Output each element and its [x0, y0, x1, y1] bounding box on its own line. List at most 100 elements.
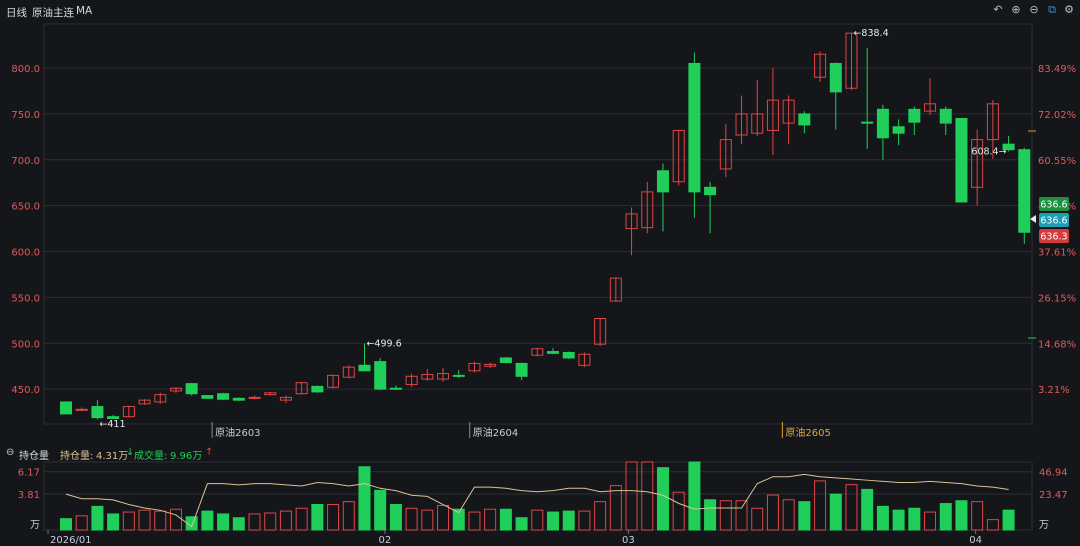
x-axis-label: 04: [969, 535, 982, 546]
volume-bar-down: [217, 513, 230, 531]
candle-up: [594, 317, 607, 345]
pct-tick-label: 3.21%: [1038, 385, 1070, 396]
volume-chart[interactable]: 6.17 46.94 3.81 23.47 万 万 2026/01 02 03 04: [0, 461, 1080, 546]
candle-up: [845, 32, 858, 89]
volume-unit-label: 万: [30, 520, 40, 531]
candle-up: [924, 103, 937, 112]
volume-bar-up: [169, 508, 182, 531]
volume-bar-up: [248, 513, 261, 531]
volume-bar-down: [955, 500, 968, 531]
candle-up: [122, 406, 135, 418]
volume-bar-down: [311, 504, 324, 531]
volume-bar-up: [594, 501, 607, 531]
pct-tick-label: 83.49%: [1038, 64, 1076, 75]
volume-bar-down: [939, 503, 952, 531]
collapse-icon[interactable]: ⊖: [6, 447, 15, 458]
candle-down: [547, 351, 559, 354]
undo-icon[interactable]: ↶: [993, 3, 1003, 16]
candle-down: [798, 113, 811, 126]
volume-bar-up: [924, 511, 937, 531]
candlestick-chart[interactable]: 450.0 3.21% 500.0 14.68% 550.0 26.15% 600.0 37.…: [0, 0, 1080, 446]
instrument-label[interactable]: 原油主连: [32, 7, 74, 19]
candle-down: [908, 108, 921, 123]
candle-down: [374, 361, 387, 390]
y-tick-label: 550.0: [11, 293, 40, 304]
period-label[interactable]: 日线: [6, 7, 27, 19]
candle-up: [421, 373, 434, 380]
zoom-out-icon[interactable]: ⊖: [1029, 3, 1039, 16]
candle-up: [264, 392, 277, 396]
plot-frame: [43, 23, 1033, 425]
candle-down: [955, 117, 968, 203]
volume-bar-up: [845, 484, 858, 531]
candle-down: [515, 362, 528, 377]
volume-bar-up: [531, 509, 544, 531]
volume-y-tick: 6.17: [18, 468, 40, 479]
candle-down: [452, 374, 465, 377]
x-axis-label: 2026/01: [50, 535, 92, 546]
pct-tick-label: 37.61%: [1038, 248, 1076, 259]
candle-up: [641, 191, 654, 229]
recent-low-label: 608.4→: [971, 147, 1006, 158]
volume-bar-up: [295, 507, 308, 531]
candle-up: [484, 363, 497, 367]
volume-bar-up: [609, 485, 622, 531]
volume-bar-down: [389, 504, 402, 531]
volume-bar-down: [185, 516, 198, 531]
volume-bar-up: [342, 501, 355, 531]
candle-down: [201, 395, 214, 399]
candle-down: [107, 416, 120, 419]
zoom-in-icon[interactable]: ⊕: [1011, 3, 1021, 16]
candle-up: [154, 394, 167, 403]
volume-bar-up: [672, 491, 685, 531]
candle-up: [327, 374, 340, 388]
panel-toggle-label[interactable]: 持仓量: [19, 451, 49, 462]
volume-bar-down: [562, 510, 575, 531]
up-arrow-icon: ↑: [205, 447, 214, 458]
price-tag-label: 636.6: [1040, 216, 1067, 227]
indicator-label[interactable]: MA: [76, 5, 93, 17]
candle-up: [766, 99, 779, 131]
volume-bar-up: [719, 500, 732, 531]
x-axis-label: 02: [379, 535, 392, 546]
local-high-label: ←499.6: [366, 339, 401, 350]
contract-label: 原油2603: [215, 426, 260, 439]
y-tick-label: 650.0: [11, 202, 40, 213]
candle-up: [814, 53, 827, 78]
volume-panel-header: ⊖ 持仓量 持仓量: 4.31万 ↓ 成交量: 9.96万 ↑: [0, 445, 1080, 462]
pct-tick-label: 26.15%: [1038, 293, 1076, 304]
volume-bar-up: [264, 512, 277, 531]
price-tag: [1039, 213, 1069, 227]
volume-bar-up: [986, 519, 999, 531]
volume-bar-down: [201, 510, 214, 531]
candle-up: [609, 277, 622, 302]
volume-bar-down: [232, 517, 245, 531]
settings-icon[interactable]: ⚙: [1064, 3, 1074, 16]
volume-bar-up: [405, 507, 418, 531]
candle-down: [1018, 149, 1031, 233]
candle-up: [719, 139, 732, 170]
candle-up: [248, 396, 261, 399]
volume-bar-up: [437, 504, 450, 531]
volume-bar-down: [704, 499, 717, 531]
volume-bar-down: [876, 505, 889, 531]
open-interest-value: 4.31万: [96, 451, 129, 462]
y-tick-label: 750.0: [11, 110, 40, 121]
volume-bar-down: [91, 505, 104, 531]
volume-bar-up: [735, 500, 748, 531]
volume-bar-down: [908, 507, 921, 531]
candle-down: [389, 387, 402, 390]
copy-chart-icon[interactable]: ⧉: [1048, 3, 1056, 16]
pct-tick-label: 72.02%: [1038, 110, 1076, 121]
candle-up: [782, 99, 795, 124]
oi-y-tick: 23.47: [1039, 490, 1068, 501]
candle-up: [437, 373, 450, 380]
volume-bar-down: [798, 501, 811, 531]
volume-bar-down: [1002, 509, 1015, 531]
volume-bar-down: [107, 513, 120, 531]
last-price-pointer-icon: [1030, 215, 1036, 223]
candle-up: [295, 382, 308, 395]
candle-up: [625, 213, 638, 230]
candle-down: [217, 393, 230, 400]
candle-down: [939, 108, 952, 124]
